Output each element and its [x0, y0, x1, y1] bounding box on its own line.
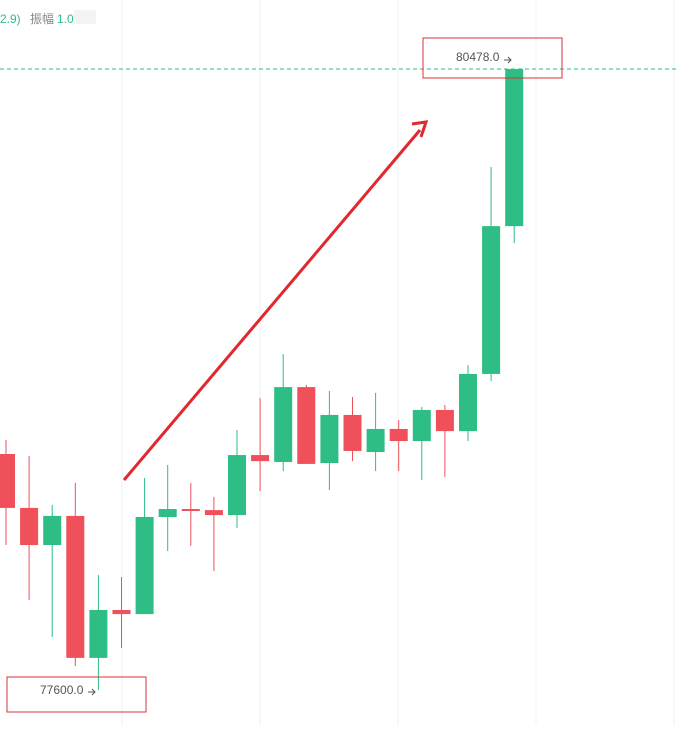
candle-body: [20, 507, 39, 546]
trend-arrow: [122, 129, 422, 481]
candle-body: [0, 453, 15, 508]
v-grid: [121, 0, 675, 725]
trend-arrow-head: [411, 120, 429, 138]
candle-body: [366, 428, 385, 453]
candle-body: [228, 455, 246, 516]
candle-body: [435, 409, 454, 432]
candle-body: [389, 428, 408, 442]
low-label: 77600.0: [40, 683, 84, 697]
amplitude-label: 振幅: [30, 11, 54, 26]
candle-body: [274, 387, 293, 462]
candle-body: [412, 409, 431, 442]
high-label: 80478.0: [456, 50, 500, 64]
candle-body: [43, 515, 62, 546]
candle-body: [459, 373, 477, 432]
low-arrow-icon: [88, 688, 96, 696]
candle-body: [297, 387, 316, 464]
candle-body: [320, 414, 339, 464]
candle-body: [251, 455, 270, 462]
candle-body: [204, 510, 223, 516]
low-box: [6, 676, 147, 713]
candle-body: [482, 226, 501, 374]
header-button: [74, 10, 96, 24]
candle-body: [66, 515, 85, 658]
candles: [0, 69, 524, 691]
candle-body: [181, 509, 200, 512]
candle-body: [158, 509, 177, 517]
candle-body: [89, 609, 108, 658]
candle-body: [112, 609, 131, 615]
header-fragment: 2.9): [0, 12, 21, 26]
high-box: [422, 37, 563, 79]
candle-body: [343, 414, 362, 451]
candle-body: [505, 69, 524, 227]
candle-body: [135, 516, 154, 615]
high-arrow-icon: [504, 56, 512, 64]
